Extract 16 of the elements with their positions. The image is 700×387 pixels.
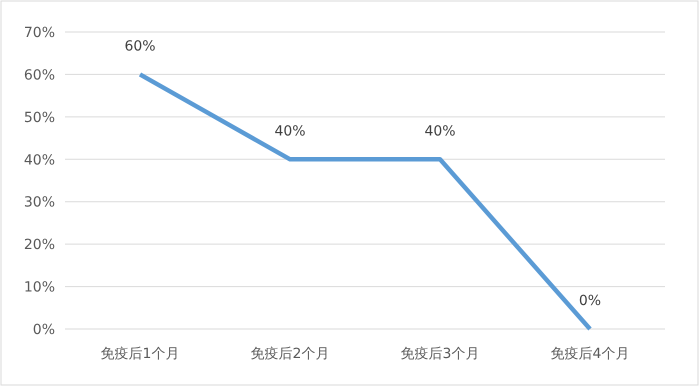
y-tick-label: 30% <box>24 194 55 211</box>
x-tick-label: 免疫后4个月 <box>550 346 630 362</box>
y-tick-label: 10% <box>24 280 55 296</box>
y-tick-label: 60% <box>24 67 55 84</box>
y-tick-label: 50% <box>24 110 55 126</box>
x-tick-label: 免疫后2个月 <box>250 346 330 362</box>
data-label: 40% <box>424 123 456 140</box>
y-tick-label: 20% <box>24 237 55 254</box>
data-label: 60% <box>124 38 156 54</box>
data-label: 40% <box>274 123 306 140</box>
x-tick-label: 免疫后1个月 <box>100 346 180 362</box>
data-label: 0% <box>578 293 602 309</box>
y-tick-label: 40% <box>24 152 55 168</box>
x-tick-label: 免疫后3个月 <box>400 346 480 362</box>
y-tick-label: 0% <box>32 322 55 338</box>
y-tick-label: 70% <box>24 25 55 41</box>
